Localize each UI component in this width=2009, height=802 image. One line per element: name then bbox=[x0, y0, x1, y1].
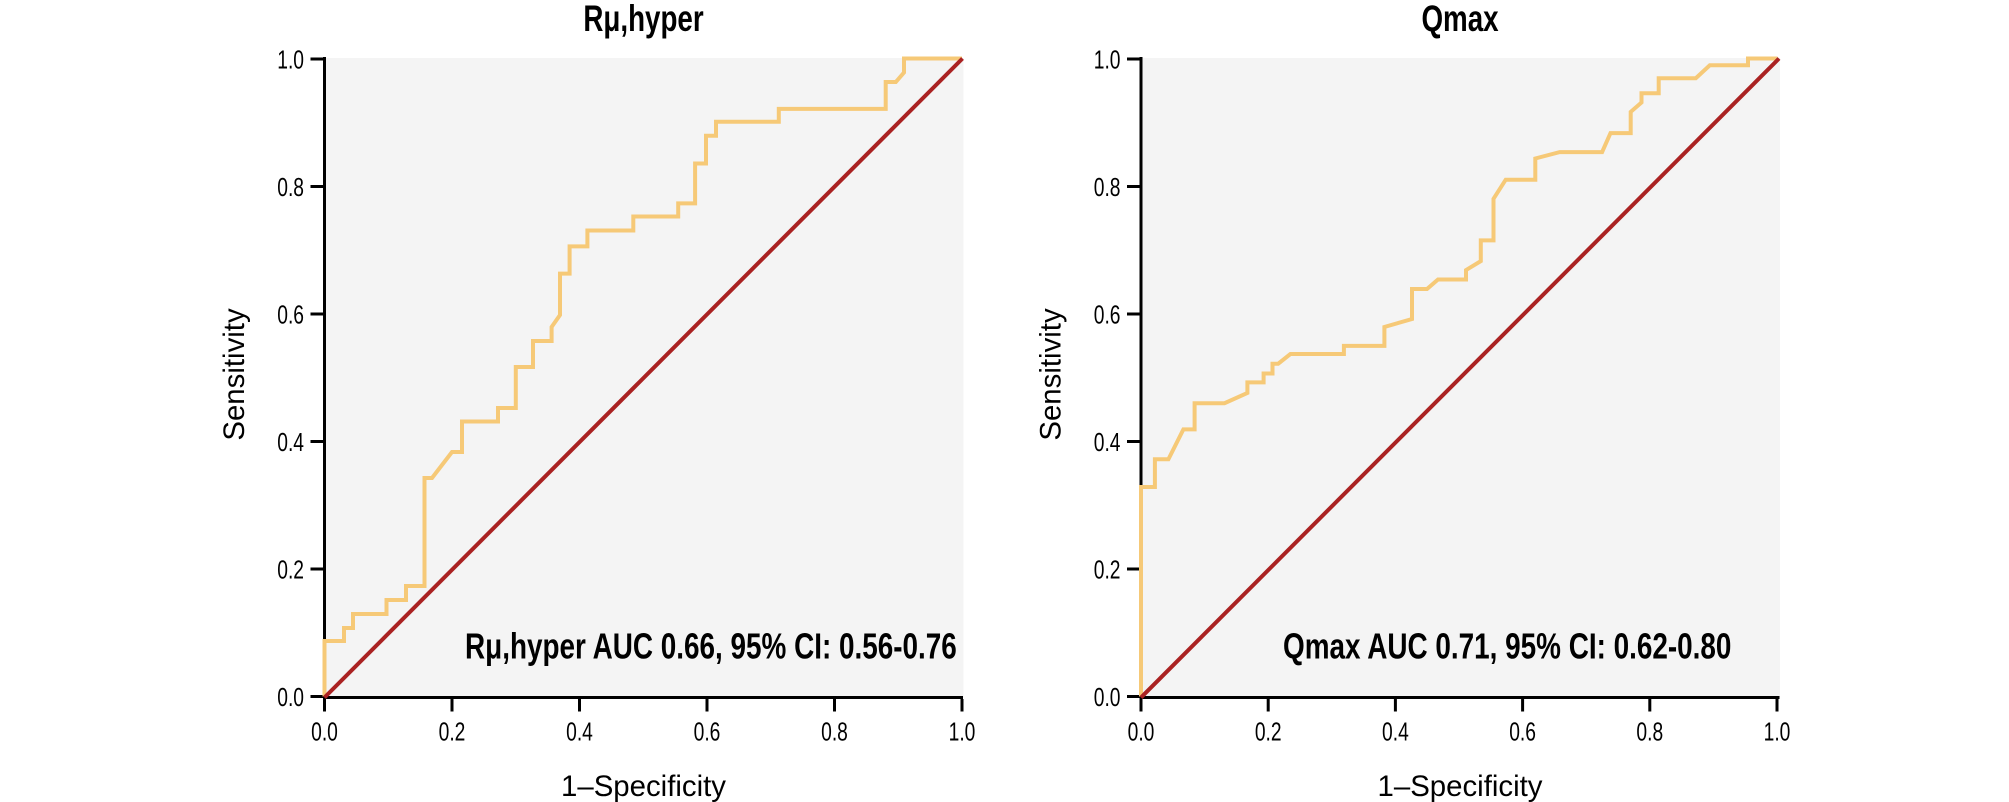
svg-text:1.0: 1.0 bbox=[949, 717, 976, 747]
svg-text:1–Specificity: 1–Specificity bbox=[1378, 770, 1543, 802]
svg-text:0.4: 0.4 bbox=[566, 717, 593, 747]
svg-text:0.2: 0.2 bbox=[277, 555, 304, 585]
svg-text:0.6: 0.6 bbox=[694, 717, 721, 747]
svg-text:0.0: 0.0 bbox=[277, 682, 304, 712]
svg-text:1.0: 1.0 bbox=[1764, 717, 1791, 747]
svg-text:Qmax: Qmax bbox=[1421, 0, 1498, 39]
svg-text:0.6: 0.6 bbox=[1094, 300, 1121, 330]
svg-text:0.4: 0.4 bbox=[1094, 427, 1121, 457]
svg-text:0.6: 0.6 bbox=[277, 300, 304, 330]
svg-text:Sensitivity: Sensitivity bbox=[218, 308, 251, 440]
svg-text:0.6: 0.6 bbox=[1509, 717, 1536, 747]
svg-text:0.2: 0.2 bbox=[439, 717, 466, 747]
svg-text:0.4: 0.4 bbox=[1382, 717, 1409, 747]
svg-text:0.4: 0.4 bbox=[277, 427, 304, 457]
svg-text:0.2: 0.2 bbox=[1094, 555, 1121, 585]
svg-text:0.8: 0.8 bbox=[277, 172, 304, 202]
svg-text:1.0: 1.0 bbox=[1094, 45, 1121, 75]
svg-text:1–Specificity: 1–Specificity bbox=[561, 770, 726, 802]
svg-text:Sensitivity: Sensitivity bbox=[1034, 308, 1067, 440]
svg-text:0.0: 0.0 bbox=[1128, 717, 1155, 747]
svg-text:0.8: 0.8 bbox=[1636, 717, 1663, 747]
svg-text:0.0: 0.0 bbox=[1094, 682, 1121, 712]
svg-text:1.0: 1.0 bbox=[277, 45, 304, 75]
svg-text:0.8: 0.8 bbox=[821, 717, 848, 747]
svg-text:Rμ,hyper AUC 0.66, 95% CI: 0.5: Rμ,hyper AUC 0.66, 95% CI: 0.56-0.76 bbox=[465, 626, 957, 666]
svg-text:0.8: 0.8 bbox=[1094, 172, 1121, 202]
svg-text:Rμ,hyper: Rμ,hyper bbox=[583, 0, 703, 39]
svg-text:0.0: 0.0 bbox=[311, 717, 338, 747]
svg-text:Qmax AUC 0.71, 95% CI: 0.62-0.: Qmax AUC 0.71, 95% CI: 0.62-0.80 bbox=[1283, 626, 1731, 666]
svg-text:0.2: 0.2 bbox=[1255, 717, 1282, 747]
